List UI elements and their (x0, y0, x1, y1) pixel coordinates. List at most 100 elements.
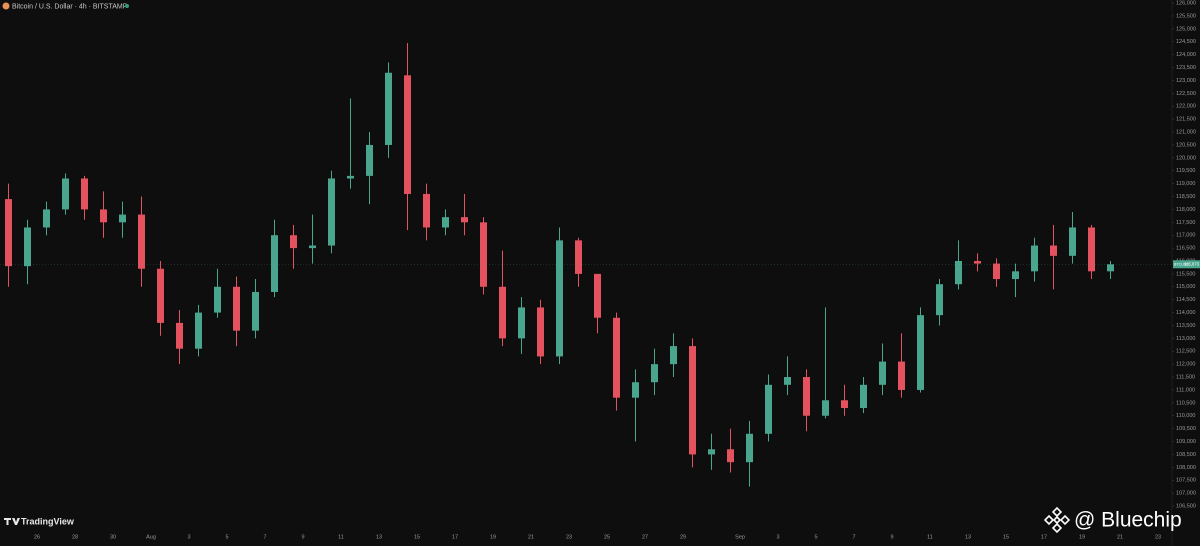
candle-body (765, 384, 772, 434)
y-tick-label: 116,500 (1176, 246, 1195, 252)
price-axis-panel (1172, 0, 1200, 546)
candle-body (385, 72, 392, 145)
last-price-symbol: BTCUSD (1174, 263, 1189, 267)
y-tick-label: 107,000 (1176, 491, 1196, 497)
candle-body (879, 361, 886, 385)
y-tick-label: 121,500 (1176, 117, 1196, 123)
candle-body (670, 346, 677, 365)
y-tick-label: 114,500 (1176, 297, 1195, 303)
x-tick-label: 15 (1003, 534, 1009, 540)
y-tick-label: 118,500 (1176, 194, 1195, 200)
x-tick-label: 15 (414, 534, 420, 540)
x-tick-label: 5 (225, 534, 228, 540)
x-tick-label: 3 (776, 534, 779, 540)
candle-body (157, 268, 164, 323)
candle-body (1050, 245, 1057, 256)
candle-body (727, 449, 734, 463)
axes: 106,500 107,000 107,500 108,000 108,500 109,0… (34, 1, 1200, 540)
y-tick-label: 125,000 (1176, 26, 1196, 32)
x-tick-label: 26 (34, 534, 40, 540)
candle-body (594, 273, 601, 318)
candle-body (974, 261, 981, 264)
y-tick-label: 108,500 (1176, 452, 1196, 458)
y-tick-label: 119,500 (1176, 168, 1195, 174)
y-tick-label: 118,000 (1176, 207, 1195, 213)
candle-body (5, 199, 12, 267)
x-tick-label: 13 (965, 534, 971, 540)
candle-body (62, 178, 69, 210)
y-tick-label: 111,000 (1176, 387, 1195, 393)
candle-body (138, 214, 145, 269)
candle-body (575, 240, 582, 274)
x-tick-label: 23 (1155, 534, 1161, 540)
y-tick-label: 117,000 (1176, 233, 1195, 239)
candle-body (955, 261, 962, 285)
watermark-icon (1043, 506, 1071, 534)
y-tick-label: 112,000 (1176, 362, 1195, 368)
y-tick-label: 112,500 (1176, 349, 1195, 355)
y-tick-label: 107,500 (1176, 478, 1196, 484)
chart-title: Bitcoin / U.S. Dollar · 4h · BITSTAMP (12, 3, 128, 10)
x-tick-label: 19 (1079, 534, 1085, 540)
candle-body (689, 346, 696, 455)
x-tick-label: 23 (566, 534, 572, 540)
candle-body (252, 291, 259, 331)
x-tick-label: Aug (146, 534, 156, 540)
candle-body (556, 240, 563, 357)
candle-body (860, 384, 867, 409)
candle-body (309, 245, 316, 249)
x-tick-label: 13 (376, 534, 382, 540)
x-tick-label: 27 (642, 534, 648, 540)
x-tick-label: Sep (735, 534, 745, 540)
y-tick-label: 123,500 (1176, 65, 1196, 71)
y-tick-label: 113,500 (1176, 323, 1195, 329)
last-price-label: 115,873 (1184, 262, 1199, 267)
watermark-text: @ Bluechip (1074, 509, 1182, 532)
candle-body (423, 193, 430, 228)
y-tick-label: 110,000 (1176, 413, 1195, 419)
y-tick-label: 126,000 (1176, 1, 1196, 7)
y-tick-label: 124,500 (1176, 39, 1196, 45)
candle-body (993, 263, 1000, 280)
y-tick-label: 120,000 (1176, 155, 1196, 161)
x-tick-label: 7 (852, 534, 855, 540)
x-tick-label: 9 (301, 534, 304, 540)
candle-body (613, 317, 620, 398)
candle-body (233, 286, 240, 331)
candle-body (746, 433, 753, 463)
brand-logo (4, 518, 20, 525)
candle-body (632, 382, 639, 398)
x-tick-label: 11 (338, 534, 344, 540)
candle-body (442, 217, 449, 228)
x-tick-label: 17 (452, 534, 458, 540)
y-tick-label: 119,000 (1176, 181, 1195, 187)
x-tick-label: 29 (680, 534, 686, 540)
x-tick-label: 28 (72, 534, 78, 540)
candle-body (347, 175, 354, 179)
candle-body (1069, 227, 1076, 256)
candle-body (822, 400, 829, 416)
status-dot (125, 4, 129, 8)
y-tick-label: 115,500 (1176, 271, 1195, 277)
candle-body (499, 286, 506, 339)
y-tick-label: 122,000 (1176, 104, 1196, 110)
candle-body (480, 222, 487, 287)
x-tick-label: 9 (890, 534, 893, 540)
plot-area (0, 43, 1172, 487)
candle-body (214, 286, 221, 313)
candle-body (43, 209, 50, 228)
y-tick-label: 115,000 (1176, 284, 1195, 290)
candle-body (936, 284, 943, 316)
y-tick-label: 124,000 (1176, 52, 1196, 58)
y-tick-label: 113,000 (1176, 336, 1195, 342)
last-price-tag (1173, 260, 1200, 269)
candle-body (271, 235, 278, 292)
candle-body (841, 400, 848, 409)
candle-body (898, 361, 905, 390)
brand-name: TradingView (21, 516, 75, 526)
x-tick-label: 21 (528, 534, 534, 540)
x-tick-label: 3 (187, 534, 190, 540)
x-tick-label: 7 (263, 534, 266, 540)
candle-body (537, 307, 544, 357)
